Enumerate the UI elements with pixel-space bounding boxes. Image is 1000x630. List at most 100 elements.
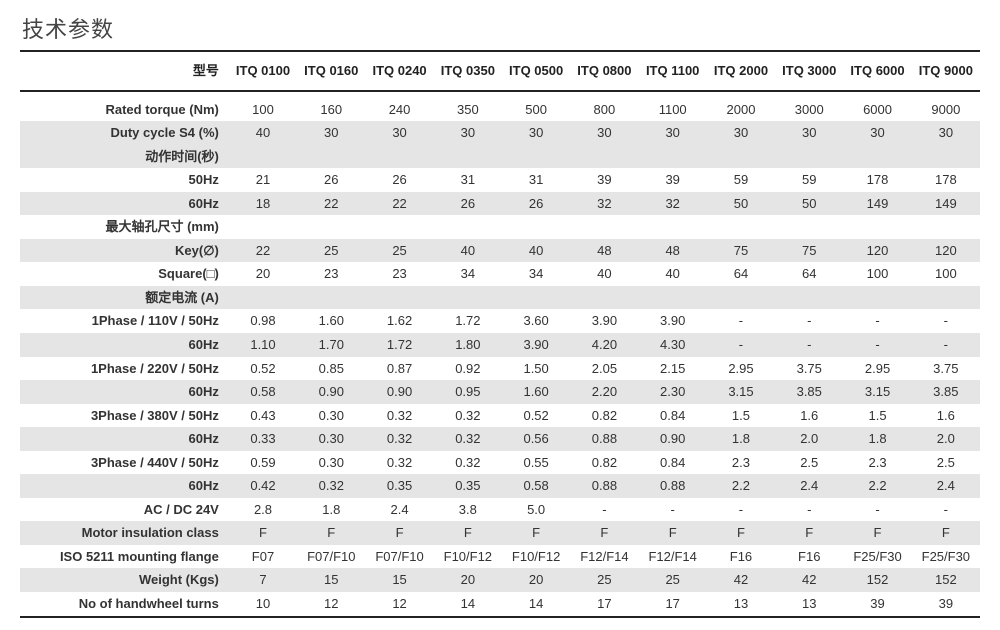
cell: F <box>229 521 297 545</box>
table-row: 3Phase / 380V / 50Hz0.430.300.320.320.52… <box>20 404 980 428</box>
cell <box>365 215 433 239</box>
cell: 2.4 <box>365 498 433 522</box>
col-header: ITQ 3000 <box>775 51 843 91</box>
cell: 12 <box>297 592 365 617</box>
cell: 48 <box>570 239 638 263</box>
cell: F12/F14 <box>570 545 638 569</box>
cell: 2000 <box>707 98 775 122</box>
cell: 2.0 <box>775 427 843 451</box>
cell: 800 <box>570 98 638 122</box>
row-label: Motor insulation class <box>20 521 229 545</box>
table-row: 50Hz212626313139395959178178 <box>20 168 980 192</box>
cell: 350 <box>434 98 502 122</box>
cell <box>502 215 570 239</box>
cell: F <box>912 521 980 545</box>
table-row: 60Hz0.330.300.320.320.560.880.901.82.01.… <box>20 427 980 451</box>
cell: 1.8 <box>297 498 365 522</box>
cell: 0.32 <box>434 451 502 475</box>
cell: 120 <box>912 239 980 263</box>
cell: 0.35 <box>365 474 433 498</box>
cell <box>843 215 911 239</box>
cell: 20 <box>229 262 297 286</box>
table-row: AC / DC 24V2.81.82.43.85.0------ <box>20 498 980 522</box>
cell: 2.05 <box>570 357 638 381</box>
cell: 40 <box>570 262 638 286</box>
cell: 0.32 <box>434 404 502 428</box>
cell: 3.85 <box>912 380 980 404</box>
cell: 0.56 <box>502 427 570 451</box>
model-label: 型号 <box>20 51 229 91</box>
col-header: ITQ 2000 <box>707 51 775 91</box>
cell <box>434 145 502 169</box>
cell: 39 <box>843 592 911 617</box>
cell: 30 <box>434 121 502 145</box>
cell: 0.52 <box>229 357 297 381</box>
col-header: ITQ 0240 <box>365 51 433 91</box>
cell: 0.88 <box>639 474 707 498</box>
cell: 30 <box>775 121 843 145</box>
cell <box>707 145 775 169</box>
cell: 39 <box>639 168 707 192</box>
cell: 0.82 <box>570 404 638 428</box>
table-row: 1Phase / 110V / 50Hz0.981.601.621.723.60… <box>20 309 980 333</box>
cell: 2.95 <box>707 357 775 381</box>
table-row: Motor insulation classFFFFFFFFFFF <box>20 521 980 545</box>
cell: 2.3 <box>707 451 775 475</box>
cell: - <box>843 309 911 333</box>
table-row: 60Hz182222262632325050149149 <box>20 192 980 216</box>
cell: - <box>707 309 775 333</box>
cell <box>843 286 911 310</box>
cell: 0.42 <box>229 474 297 498</box>
cell: 50 <box>707 192 775 216</box>
cell: 0.55 <box>502 451 570 475</box>
cell: 0.30 <box>297 451 365 475</box>
cell: 10 <box>229 592 297 617</box>
row-label: Square(□) <box>20 262 229 286</box>
row-label: 1Phase / 110V / 50Hz <box>20 309 229 333</box>
cell: - <box>707 333 775 357</box>
cell: 3.75 <box>912 357 980 381</box>
cell: 39 <box>912 592 980 617</box>
cell: 0.84 <box>639 404 707 428</box>
cell: 3.15 <box>707 380 775 404</box>
cell: 2.4 <box>775 474 843 498</box>
cell: 0.82 <box>570 451 638 475</box>
cell <box>775 145 843 169</box>
cell: 30 <box>297 121 365 145</box>
cell: 6000 <box>843 98 911 122</box>
table-row: Key(∅)222525404048487575120120 <box>20 239 980 263</box>
cell: 2.5 <box>775 451 843 475</box>
row-label: Rated torque (Nm) <box>20 98 229 122</box>
cell: 152 <box>912 568 980 592</box>
col-header: ITQ 0160 <box>297 51 365 91</box>
table-row: 最大轴孔尺寸 (mm) <box>20 215 980 239</box>
cell: 2.0 <box>912 427 980 451</box>
cell <box>639 286 707 310</box>
table-row: 60Hz0.420.320.350.350.580.880.882.22.42.… <box>20 474 980 498</box>
table-row: 额定电流 (A) <box>20 286 980 310</box>
cell: 22 <box>229 239 297 263</box>
row-label: 60Hz <box>20 333 229 357</box>
col-header: ITQ 0800 <box>570 51 638 91</box>
cell <box>502 145 570 169</box>
cell: F07 <box>229 545 297 569</box>
cell: 30 <box>707 121 775 145</box>
cell: 15 <box>365 568 433 592</box>
row-label: 3Phase / 380V / 50Hz <box>20 404 229 428</box>
cell: 0.90 <box>297 380 365 404</box>
cell: 40 <box>639 262 707 286</box>
cell <box>434 286 502 310</box>
cell: - <box>775 333 843 357</box>
table-row: No of handwheel turns1012121414171713133… <box>20 592 980 617</box>
page-title: 技术参数 <box>22 12 980 44</box>
cell: 7 <box>229 568 297 592</box>
cell <box>570 145 638 169</box>
cell: - <box>570 498 638 522</box>
cell: 25 <box>297 239 365 263</box>
cell: 160 <box>297 98 365 122</box>
cell <box>570 215 638 239</box>
cell: 23 <box>365 262 433 286</box>
cell: 3.85 <box>775 380 843 404</box>
cell: 0.90 <box>365 380 433 404</box>
cell: F <box>297 521 365 545</box>
